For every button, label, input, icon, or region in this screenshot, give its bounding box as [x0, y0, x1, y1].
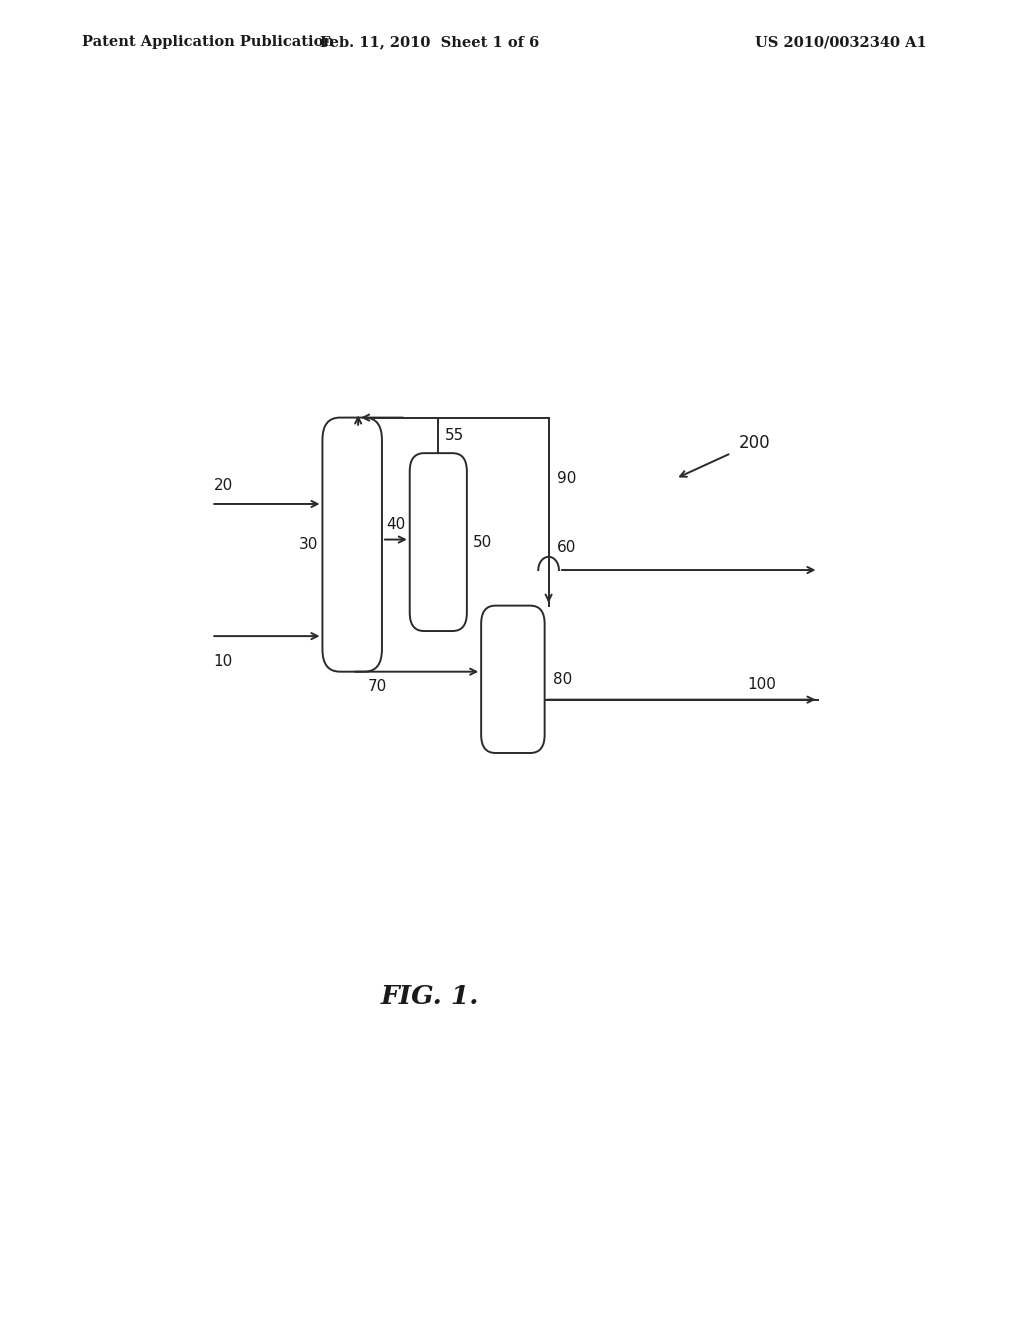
FancyBboxPatch shape: [323, 417, 382, 672]
Text: 70: 70: [368, 680, 387, 694]
Text: 60: 60: [557, 540, 575, 556]
Text: 50: 50: [473, 535, 493, 549]
Text: 100: 100: [748, 677, 776, 692]
Text: 80: 80: [553, 672, 571, 686]
Text: 20: 20: [214, 478, 232, 494]
Text: 30: 30: [299, 537, 318, 552]
Text: 10: 10: [214, 655, 232, 669]
Text: Feb. 11, 2010  Sheet 1 of 6: Feb. 11, 2010 Sheet 1 of 6: [321, 36, 540, 49]
Text: 55: 55: [444, 429, 464, 444]
Text: FIG. 1.: FIG. 1.: [380, 985, 479, 1010]
Text: Patent Application Publication: Patent Application Publication: [82, 36, 334, 49]
Text: US 2010/0032340 A1: US 2010/0032340 A1: [755, 36, 927, 49]
Text: 40: 40: [386, 517, 406, 532]
Text: 90: 90: [557, 471, 575, 486]
FancyBboxPatch shape: [410, 453, 467, 631]
Text: 200: 200: [739, 434, 771, 451]
FancyBboxPatch shape: [481, 606, 545, 752]
